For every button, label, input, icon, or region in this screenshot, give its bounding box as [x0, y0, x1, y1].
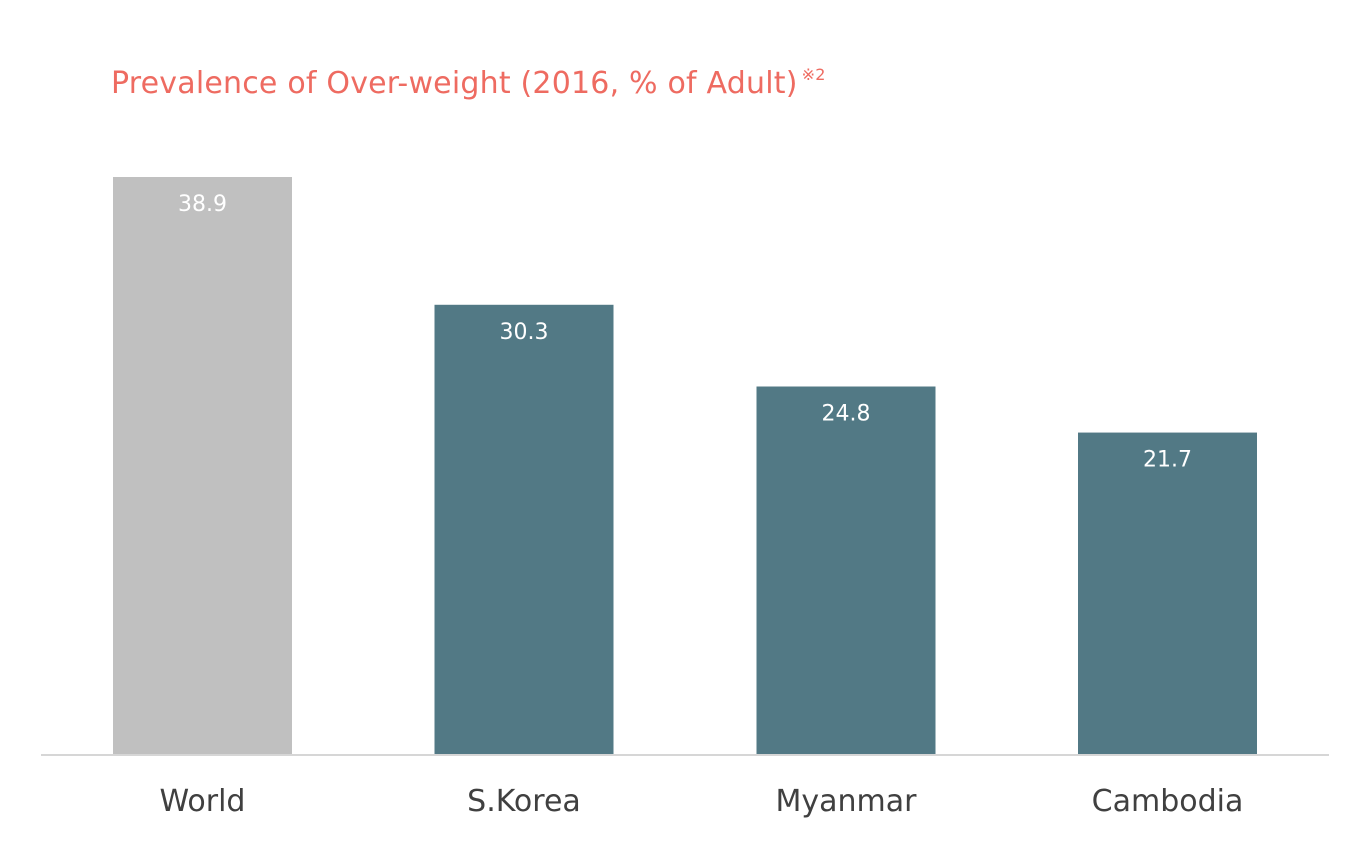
bar-s-korea	[434, 304, 614, 755]
chart-title: Prevalence of Over-weight (2016, % of Ad…	[111, 65, 826, 101]
bar-world	[113, 177, 292, 755]
data-label: 30.3	[500, 320, 549, 345]
chart-title-text: Prevalence of Over-weight (2016, % of Ad…	[111, 66, 798, 101]
labels-layer: 38.9 World 30.3 S.Korea 24.8 Myanmar 21.7 Cambo…	[160, 192, 1244, 819]
x-tick-label: Myanmar	[776, 784, 918, 819]
chart-title-footnote: ※2	[801, 65, 826, 84]
data-label: 24.8	[822, 402, 871, 427]
data-label: 21.7	[1143, 448, 1192, 473]
x-tick-label: Cambodia	[1092, 784, 1244, 819]
x-tick-label: World	[160, 784, 246, 819]
data-label: 38.9	[178, 192, 227, 217]
bar-cambodia	[1078, 432, 1257, 755]
x-tick-label: S.Korea	[467, 784, 581, 819]
bars-layer	[113, 177, 1257, 755]
bar-myanmar	[756, 386, 936, 755]
